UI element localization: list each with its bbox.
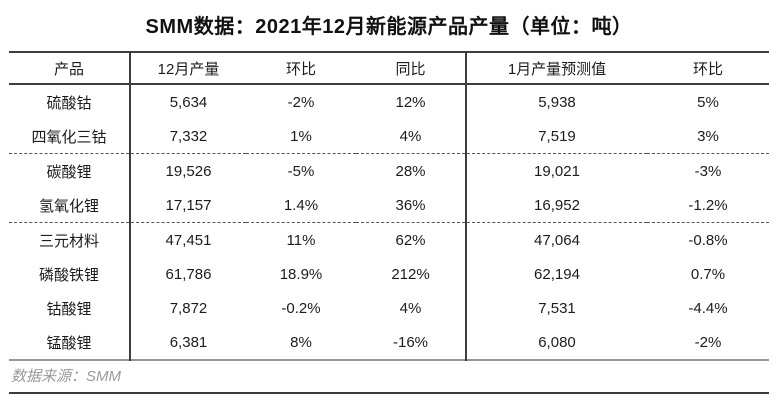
col-header-yoy: 同比	[356, 52, 467, 85]
product-cell: 磷酸铁锂	[9, 257, 131, 291]
col-header-mom-2: 环比	[647, 52, 769, 85]
col-header-dec-output: 12月产量	[130, 52, 246, 85]
product-cell: 三元材料	[9, 222, 131, 257]
value-cell: 7,531	[538, 299, 576, 317]
value-cell: 8%	[290, 333, 312, 351]
value-cell: 5%	[697, 93, 719, 111]
value-cell: 6,381	[169, 333, 208, 351]
value-cell: 62,194	[534, 265, 580, 283]
value-cell: 212%	[356, 257, 467, 291]
value-cell: 28%	[356, 153, 467, 188]
col-header-product: 产品	[9, 52, 131, 85]
value-cell: -1.2%	[688, 196, 728, 214]
product-cell: 氢氧化锂	[9, 188, 131, 223]
product-cell: 碳酸锂	[9, 153, 131, 188]
col-header-jan-forecast: 1月产量预测值	[466, 52, 647, 85]
value-cell: 6,080	[538, 333, 576, 351]
value-cell: 61,786	[165, 265, 212, 283]
header-row: 产品 12月产量 环比 同比 1月产量预测值 环比	[9, 52, 769, 85]
value-cell: 3%	[697, 127, 719, 145]
table-row: 三元材料 47,451 11% 62% 47,064 -0.8%	[9, 222, 769, 257]
value-cell: -0.8%	[647, 222, 769, 257]
value-cell: -3%	[647, 153, 769, 188]
value-cell: 11%	[246, 222, 356, 257]
value-cell: -2%	[287, 93, 315, 111]
table-row: 锰酸锂 6,381 8% -16% 6,080 -2%	[9, 325, 769, 360]
table-row: 四氧化三钴 7,332 1% 4% 7,519 3%	[9, 119, 769, 154]
value-cell: 7,519	[538, 127, 576, 145]
value-cell: 7,332	[169, 127, 208, 145]
data-table: 产品 12月产量 环比 同比 1月产量预测值 环比 硫酸钴 5,634 -2% 12%…	[9, 51, 769, 361]
table-row: 氢氧化锂 17,157 1.4% 36% 16,952 -1.2%	[9, 188, 769, 223]
value-cell: 0.7%	[690, 265, 726, 283]
value-cell: 16,952	[534, 196, 580, 214]
product-cell: 锰酸锂	[9, 325, 131, 360]
product-cell: 四氧化三钴	[9, 119, 131, 154]
value-cell: 4%	[356, 291, 467, 325]
value-cell: 47,064	[466, 222, 647, 257]
value-cell: 19,526	[130, 153, 246, 188]
product-cell: 钴酸锂	[9, 291, 131, 325]
value-cell: -16%	[356, 325, 467, 360]
value-cell: 17,157	[165, 196, 212, 214]
value-cell: 1%	[290, 127, 312, 145]
value-cell: -0.2%	[281, 299, 321, 317]
figure-title: SMM数据：2021年12月新能源产品产量（单位：吨）	[145, 16, 633, 38]
col-header-mom: 环比	[246, 52, 356, 85]
table-row: 硫酸钴 5,634 -2% 12% 5,938 5%	[9, 84, 769, 119]
product-cell: 硫酸钴	[9, 84, 131, 119]
value-cell: 5,938	[538, 93, 576, 111]
value-cell: 19,021	[466, 153, 647, 188]
value-cell: 47,451	[130, 222, 246, 257]
value-cell: 18.9%	[279, 265, 323, 283]
value-cell: 62%	[356, 222, 467, 257]
value-cell: 12%	[356, 84, 467, 119]
source-note: 数据来源：SMM	[9, 361, 769, 394]
value-cell: -4.4%	[688, 299, 728, 317]
table-body: 硫酸钴 5,634 -2% 12% 5,938 5% 四氧化三钴 7,332 1% 4% 7,519…	[9, 84, 769, 360]
table-row: 碳酸锂 19,526 -5% 28% 19,021 -3%	[9, 153, 769, 188]
value-cell: -2%	[694, 333, 722, 351]
value-cell: -5%	[246, 153, 356, 188]
value-cell: 36%	[356, 188, 467, 223]
table-row: 钴酸锂 7,872 -0.2% 4% 7,531 -4.4%	[9, 291, 769, 325]
value-cell: 4%	[356, 119, 467, 154]
value-cell: 7,872	[169, 299, 208, 317]
value-cell: 1.4%	[283, 196, 319, 214]
value-cell: 5,634	[169, 93, 208, 111]
table-row: 磷酸铁锂 61,786 18.9% 212% 62,194 0.7%	[9, 257, 769, 291]
